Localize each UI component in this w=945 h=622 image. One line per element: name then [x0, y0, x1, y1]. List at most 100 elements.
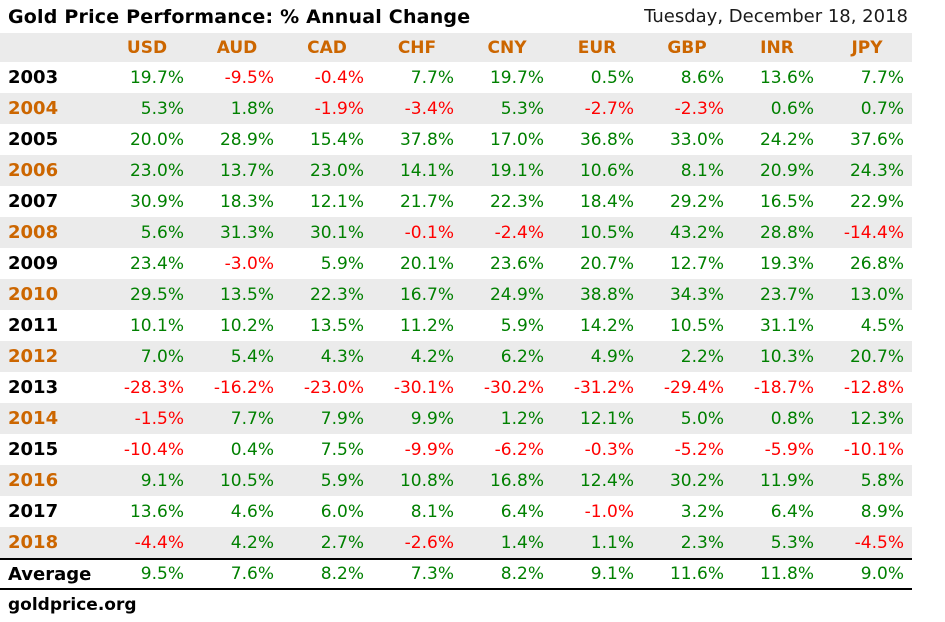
- value-2010-cad: 22.3%: [309, 284, 364, 305]
- value-2015-eur: -0.3%: [584, 439, 634, 460]
- year-label: 2016: [8, 470, 59, 491]
- value-2014-aud: 7.7%: [230, 408, 274, 429]
- column-header-cad: CAD: [307, 37, 347, 58]
- value-2009-jpy: 26.8%: [849, 253, 904, 274]
- year-label: 2013: [8, 377, 59, 398]
- value-2015-cad: 7.5%: [320, 439, 364, 460]
- value-2010-aud: 13.5%: [219, 284, 274, 305]
- value-2006-usd: 23.0%: [129, 160, 184, 181]
- table-row: 2017 13.6% 4.6% 6.0% 8.1% 6.4% -1.0% 3.2% 6.4% 8.…: [0, 496, 912, 527]
- value-2017-usd: 13.6%: [129, 501, 184, 522]
- value-2008-inr: 28.8%: [759, 222, 814, 243]
- year-label: 2017: [8, 501, 59, 522]
- value-2010-eur: 38.8%: [579, 284, 634, 305]
- value-2011-inr: 31.1%: [759, 315, 814, 336]
- value-2013-inr: -18.7%: [753, 377, 814, 398]
- value-2005-usd: 20.0%: [129, 129, 184, 150]
- average-label: Average: [8, 563, 92, 585]
- value-2005-chf: 37.8%: [399, 129, 454, 150]
- table-header-row: USD AUD CAD CHF CNY EUR GBP INR JPY: [0, 33, 912, 62]
- value-2010-jpy: 13.0%: [849, 284, 904, 305]
- value-2016-eur: 12.4%: [579, 470, 634, 491]
- value-2012-inr: 10.3%: [759, 346, 814, 367]
- value-2015-usd: -10.4%: [123, 439, 184, 460]
- average-inr: 11.8%: [759, 564, 814, 584]
- value-2008-chf: -0.1%: [404, 222, 454, 243]
- value-2006-cny: 19.1%: [489, 160, 544, 181]
- value-2017-inr: 6.4%: [770, 501, 814, 522]
- year-label: 2007: [8, 191, 59, 212]
- average-chf: 7.3%: [410, 564, 454, 584]
- value-2015-chf: -9.9%: [404, 439, 454, 460]
- value-2007-chf: 21.7%: [399, 191, 454, 212]
- value-2005-cny: 17.0%: [489, 129, 544, 150]
- value-2010-usd: 29.5%: [129, 284, 184, 305]
- table-row: 2010 29.5% 13.5% 22.3% 16.7% 24.9% 38.8% 34.3% 2…: [0, 279, 912, 310]
- year-label: 2018: [8, 532, 59, 553]
- table-row: 2011 10.1% 10.2% 13.5% 11.2% 5.9% 14.2% 10.5% 31…: [0, 310, 912, 341]
- value-2017-aud: 4.6%: [230, 501, 274, 522]
- value-2013-usd: -28.3%: [123, 377, 184, 398]
- value-2018-eur: 1.1%: [590, 532, 634, 553]
- value-2014-eur: 12.1%: [579, 408, 634, 429]
- value-2010-inr: 23.7%: [759, 284, 814, 305]
- value-2011-eur: 14.2%: [579, 315, 634, 336]
- value-2014-jpy: 12.3%: [849, 408, 904, 429]
- year-label: 2011: [8, 315, 59, 336]
- value-2007-usd: 30.9%: [129, 191, 184, 212]
- average-usd: 9.5%: [140, 564, 184, 584]
- value-2014-chf: 9.9%: [410, 408, 454, 429]
- value-2017-eur: -1.0%: [584, 501, 634, 522]
- average-cny: 8.2%: [500, 564, 544, 584]
- value-2010-cny: 24.9%: [489, 284, 544, 305]
- value-2004-cad: -1.9%: [314, 98, 364, 119]
- value-2012-gbp: 2.2%: [680, 346, 724, 367]
- value-2009-aud: -3.0%: [224, 253, 274, 274]
- gold-table: USD AUD CAD CHF CNY EUR GBP INR JPY 2003 19.7% -9.5…: [0, 33, 912, 590]
- value-2007-cny: 22.3%: [489, 191, 544, 212]
- value-2010-chf: 16.7%: [399, 284, 454, 305]
- table-row: 2018 -4.4% 4.2% 2.7% -2.6% 1.4% 1.1% 2.3% 5.3% -4…: [0, 527, 912, 558]
- year-label: 2008: [8, 222, 59, 243]
- value-2007-inr: 16.5%: [759, 191, 814, 212]
- value-2018-gbp: 2.3%: [680, 532, 724, 553]
- value-2013-chf: -30.1%: [393, 377, 454, 398]
- value-2016-cad: 5.9%: [320, 470, 364, 491]
- year-label: 2005: [8, 129, 59, 150]
- value-2017-cny: 6.4%: [500, 501, 544, 522]
- value-2011-jpy: 4.5%: [860, 315, 904, 336]
- value-2005-inr: 24.2%: [759, 129, 814, 150]
- value-2005-gbp: 33.0%: [669, 129, 724, 150]
- source-site-label: goldprice.org: [8, 595, 137, 615]
- year-label: 2012: [8, 346, 59, 367]
- value-2009-inr: 19.3%: [759, 253, 814, 274]
- table-row: 2015 -10.4% 0.4% 7.5% -9.9% -6.2% -0.3% -5.2% -5…: [0, 434, 912, 465]
- value-2012-chf: 4.2%: [410, 346, 454, 367]
- value-2016-gbp: 30.2%: [669, 470, 724, 491]
- value-2004-aud: 1.8%: [230, 98, 274, 119]
- value-2018-inr: 5.3%: [770, 532, 814, 553]
- year-label: 2003: [8, 67, 59, 88]
- report-date: Tuesday, December 18, 2018: [644, 6, 908, 27]
- value-2018-usd: -4.4%: [134, 532, 184, 553]
- value-2009-chf: 20.1%: [399, 253, 454, 274]
- value-2008-eur: 10.5%: [579, 222, 634, 243]
- page-title: Gold Price Performance: % Annual Change: [8, 5, 471, 28]
- value-2013-eur: -31.2%: [573, 377, 634, 398]
- value-2007-eur: 18.4%: [579, 191, 634, 212]
- value-2011-gbp: 10.5%: [669, 315, 724, 336]
- value-2004-chf: -3.4%: [404, 98, 454, 119]
- value-2004-inr: 0.6%: [770, 98, 814, 119]
- value-2017-chf: 8.1%: [410, 501, 454, 522]
- value-2017-jpy: 8.9%: [860, 501, 904, 522]
- year-label: 2009: [8, 253, 59, 274]
- value-2006-aud: 13.7%: [219, 160, 274, 181]
- value-2012-aud: 5.4%: [230, 346, 274, 367]
- value-2015-cny: -6.2%: [494, 439, 544, 460]
- value-2018-jpy: -4.5%: [854, 532, 904, 553]
- value-2014-cny: 1.2%: [500, 408, 544, 429]
- year-label: 2010: [8, 284, 59, 305]
- column-header-aud: AUD: [216, 37, 258, 58]
- source-footer: goldprice.org: [0, 590, 945, 620]
- value-2007-gbp: 29.2%: [669, 191, 724, 212]
